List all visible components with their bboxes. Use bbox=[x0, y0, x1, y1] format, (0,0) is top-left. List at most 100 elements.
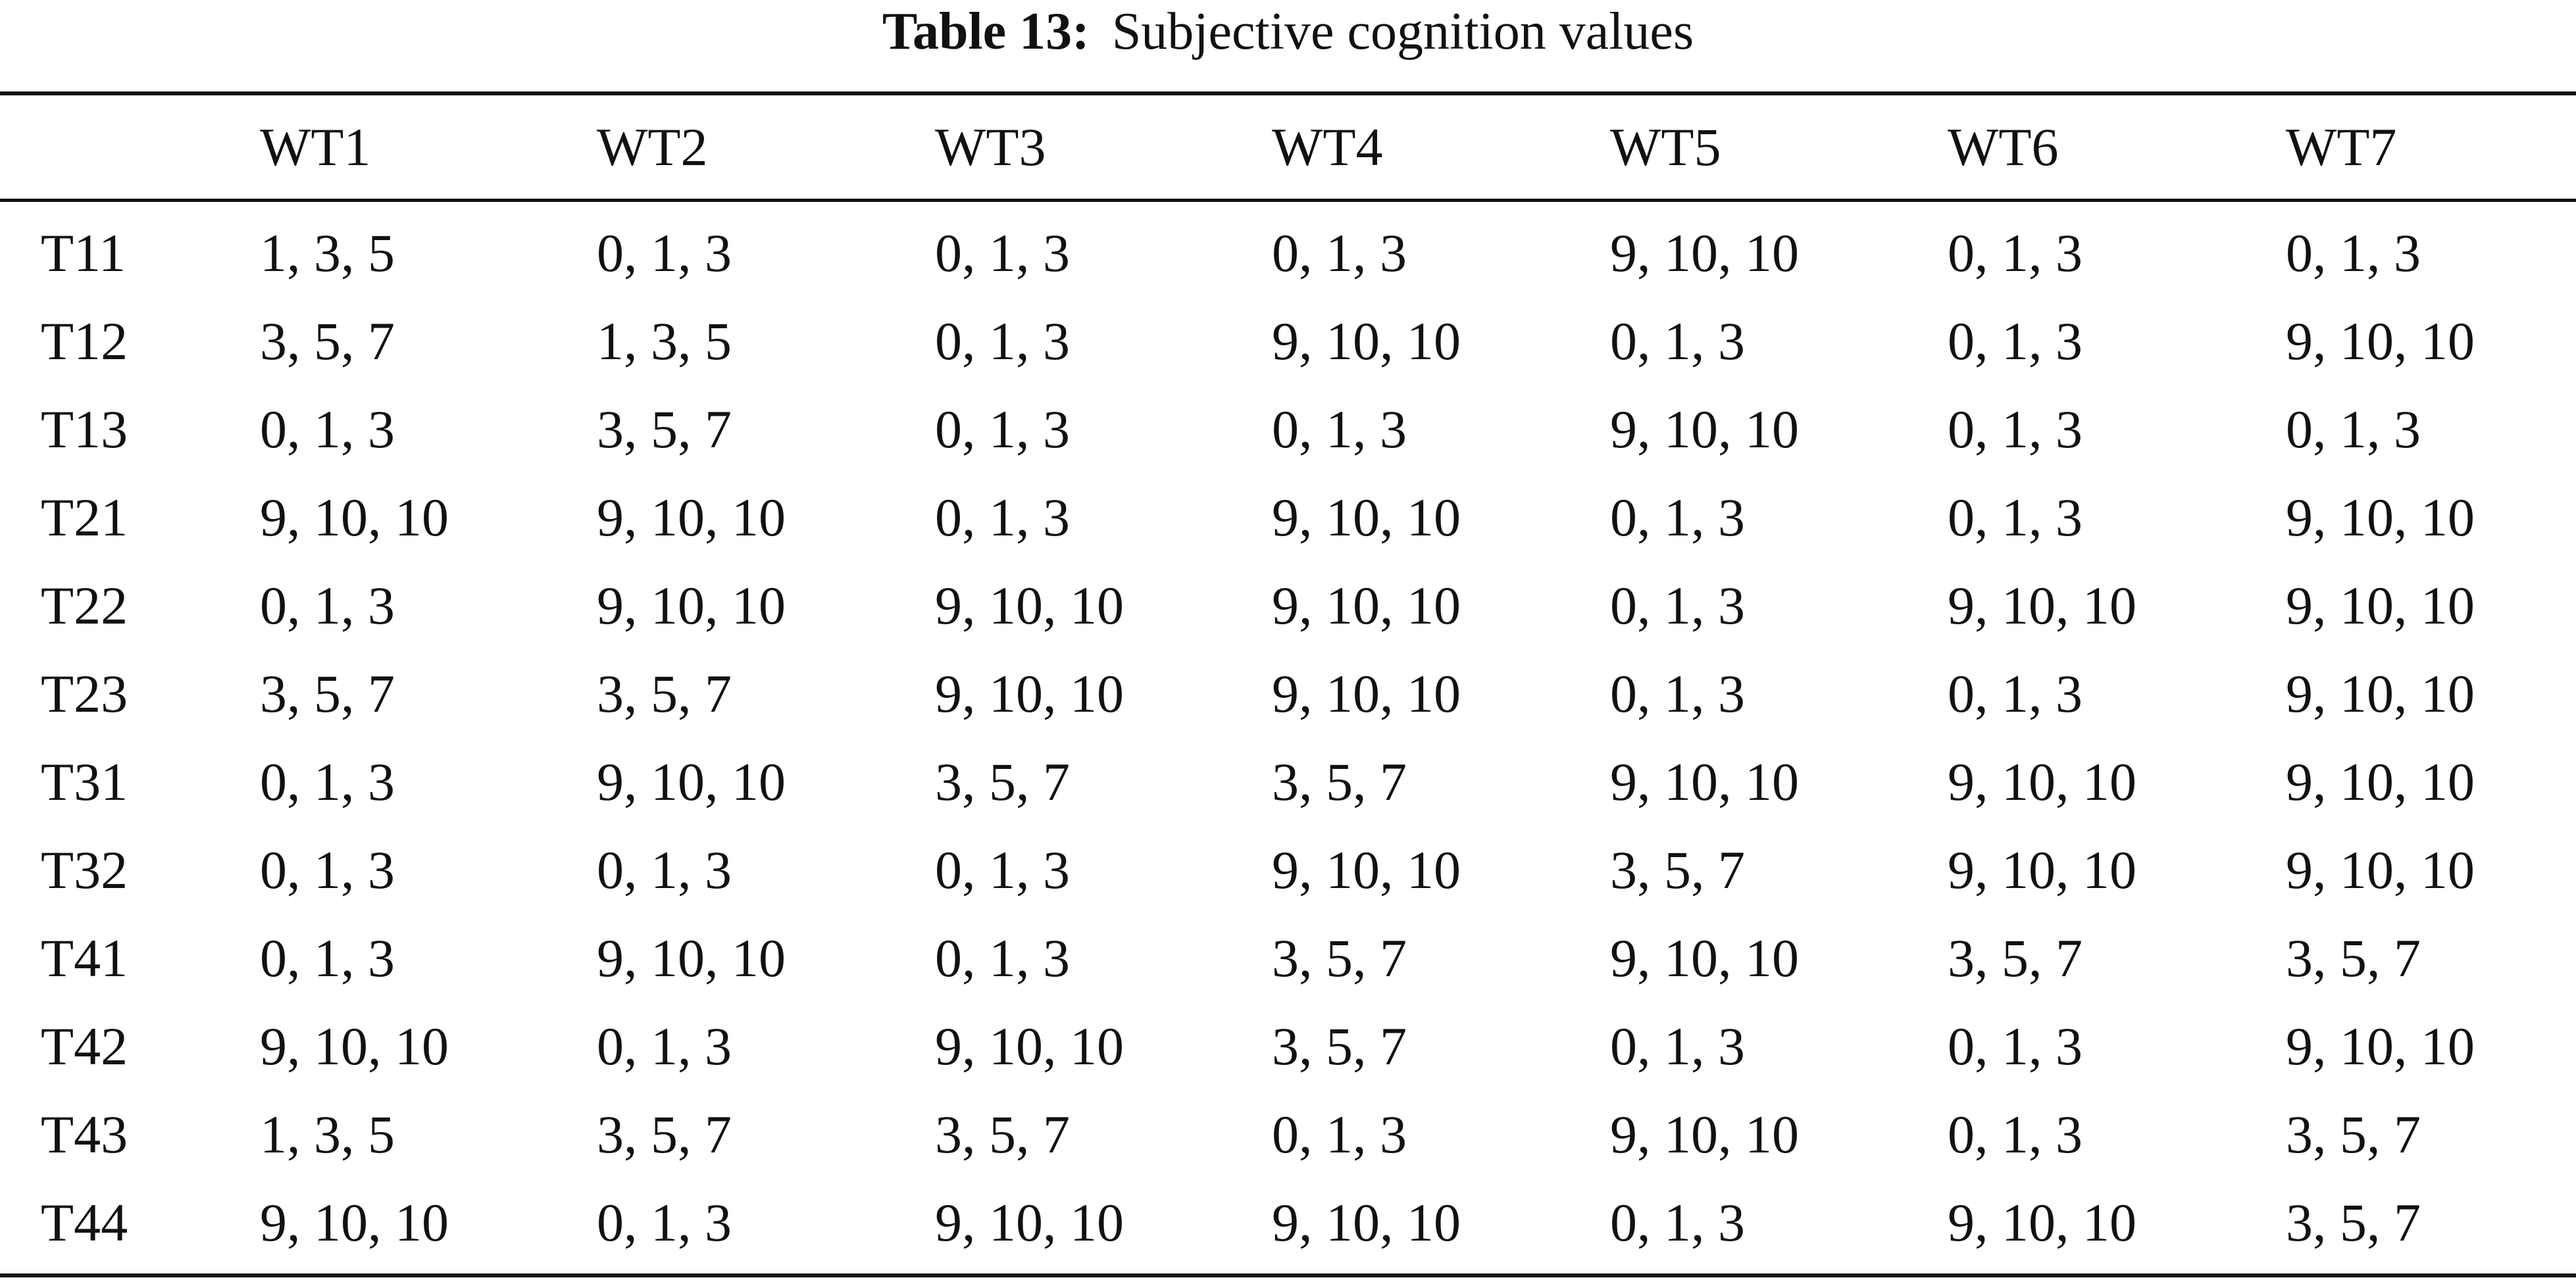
table-row: T32 0, 1, 3 0, 1, 3 0, 1, 3 9, 10, 10 3, 5, 7… bbox=[0, 826, 2576, 914]
value-cell: 3, 5, 7 bbox=[260, 311, 395, 371]
value-cell: 0, 1, 3 bbox=[260, 928, 395, 988]
value-cell: 0, 1, 3 bbox=[1272, 399, 1407, 459]
value-cell: 1, 3, 5 bbox=[260, 223, 395, 283]
value-cell: 9, 10, 10 bbox=[597, 928, 786, 988]
value-cell: 3, 5, 7 bbox=[2286, 928, 2421, 988]
table-row: T42 9, 10, 10 0, 1, 3 9, 10, 10 3, 5, 7 0, 1,… bbox=[0, 1002, 2576, 1091]
value-cell: 3, 5, 7 bbox=[1272, 928, 1407, 988]
value-cell: 0, 1, 3 bbox=[1610, 1016, 1745, 1076]
table-caption: Table 13: Subjective cognition values bbox=[0, 0, 2576, 72]
table-row: T11 1, 3, 5 0, 1, 3 0, 1, 3 0, 1, 3 9, 10, 10… bbox=[0, 209, 2576, 297]
header-cell-corner bbox=[0, 95, 260, 199]
value-cell: 9, 10, 10 bbox=[1272, 1193, 1461, 1252]
value-cell: 0, 1, 3 bbox=[1948, 399, 2083, 459]
value-cell: 3, 5, 7 bbox=[2286, 1193, 2421, 1252]
value-cell: 0, 1, 3 bbox=[935, 928, 1070, 988]
value-cell: 3, 5, 7 bbox=[2286, 1104, 2421, 1164]
value-cell: 9, 10, 10 bbox=[935, 664, 1124, 724]
value-cell: 3, 5, 7 bbox=[597, 664, 732, 724]
table-row: T43 1, 3, 5 3, 5, 7 3, 5, 7 0, 1, 3 9, 10, 10… bbox=[0, 1091, 2576, 1179]
value-cell: 0, 1, 3 bbox=[597, 1193, 732, 1252]
value-cell: 0, 1, 3 bbox=[1610, 311, 1745, 371]
value-cell: 3, 5, 7 bbox=[260, 664, 395, 724]
value-cell: 1, 3, 5 bbox=[597, 311, 732, 371]
value-cell: 0, 1, 3 bbox=[2286, 223, 2421, 283]
value-cell: 0, 1, 3 bbox=[260, 399, 395, 459]
value-cell: 0, 1, 3 bbox=[597, 223, 732, 283]
value-cell: 0, 1, 3 bbox=[1272, 1104, 1407, 1164]
value-cell: 9, 10, 10 bbox=[1272, 664, 1461, 724]
value-cell: 9, 10, 10 bbox=[1948, 1193, 2136, 1252]
table-row: T41 0, 1, 3 9, 10, 10 0, 1, 3 3, 5, 7 9, 10, … bbox=[0, 914, 2576, 1002]
value-cell: 0, 1, 3 bbox=[1948, 223, 2083, 283]
table-row: T31 0, 1, 3 9, 10, 10 3, 5, 7 3, 5, 7 9, 10, … bbox=[0, 738, 2576, 826]
table-top-rule bbox=[0, 91, 2576, 95]
row-label-cell: T22 bbox=[41, 576, 128, 635]
value-cell: 9, 10, 10 bbox=[597, 487, 786, 547]
row-label-cell: T11 bbox=[41, 223, 126, 283]
table-caption-label: Table 13: bbox=[882, 3, 1090, 61]
table-header-rule bbox=[0, 199, 2576, 202]
value-cell: 9, 10, 10 bbox=[1610, 399, 1799, 459]
value-cell: 9, 10, 10 bbox=[260, 1016, 449, 1076]
row-label-cell: T44 bbox=[41, 1193, 128, 1252]
table-row: T23 3, 5, 7 3, 5, 7 9, 10, 10 9, 10, 10 0, 1,… bbox=[0, 650, 2576, 738]
value-cell: 9, 10, 10 bbox=[1948, 576, 2136, 635]
value-cell: 9, 10, 10 bbox=[2286, 752, 2475, 812]
value-cell: 0, 1, 3 bbox=[597, 840, 732, 900]
value-cell: 9, 10, 10 bbox=[1948, 840, 2136, 900]
value-cell: 9, 10, 10 bbox=[1610, 928, 1799, 988]
header-cell-wt3: WT3 bbox=[935, 116, 1046, 177]
value-cell: 9, 10, 10 bbox=[597, 752, 786, 812]
value-cell: 0, 1, 3 bbox=[1272, 223, 1407, 283]
value-cell: 9, 10, 10 bbox=[260, 1193, 449, 1252]
value-cell: 9, 10, 10 bbox=[260, 487, 449, 547]
value-cell: 9, 10, 10 bbox=[2286, 1016, 2475, 1076]
table-body: T11 1, 3, 5 0, 1, 3 0, 1, 3 0, 1, 3 9, 10, 10… bbox=[0, 209, 2576, 1267]
row-label-cell: T13 bbox=[41, 399, 128, 459]
row-label-cell: T31 bbox=[41, 752, 128, 812]
value-cell: 0, 1, 3 bbox=[935, 311, 1070, 371]
value-cell: 0, 1, 3 bbox=[1948, 1104, 2083, 1164]
value-cell: 9, 10, 10 bbox=[935, 576, 1124, 635]
value-cell: 9, 10, 10 bbox=[935, 1016, 1124, 1076]
table-row: T44 9, 10, 10 0, 1, 3 9, 10, 10 9, 10, 10 0, … bbox=[0, 1179, 2576, 1267]
header-cell-wt2: WT2 bbox=[597, 116, 708, 177]
value-cell: 9, 10, 10 bbox=[2286, 311, 2475, 371]
value-cell: 9, 10, 10 bbox=[1272, 311, 1461, 371]
header-cell-wt7: WT7 bbox=[2286, 116, 2397, 177]
value-cell: 3, 5, 7 bbox=[935, 752, 1070, 812]
value-cell: 0, 1, 3 bbox=[1948, 664, 2083, 724]
value-cell: 3, 5, 7 bbox=[1272, 752, 1407, 812]
header-cell-wt1: WT1 bbox=[260, 116, 371, 177]
value-cell: 3, 5, 7 bbox=[597, 399, 732, 459]
value-cell: 0, 1, 3 bbox=[1610, 1193, 1745, 1252]
table-row: T12 3, 5, 7 1, 3, 5 0, 1, 3 9, 10, 10 0, 1, 3… bbox=[0, 297, 2576, 385]
value-cell: 9, 10, 10 bbox=[2286, 840, 2475, 900]
table-row: T21 9, 10, 10 9, 10, 10 0, 1, 3 9, 10, 10 0, … bbox=[0, 474, 2576, 562]
value-cell: 0, 1, 3 bbox=[1948, 487, 2083, 547]
value-cell: 0, 1, 3 bbox=[1610, 576, 1745, 635]
value-cell: 0, 1, 3 bbox=[1610, 487, 1745, 547]
value-cell: 0, 1, 3 bbox=[1948, 1016, 2083, 1076]
value-cell: 3, 5, 7 bbox=[1948, 928, 2083, 988]
value-cell: 9, 10, 10 bbox=[1610, 223, 1799, 283]
value-cell: 9, 10, 10 bbox=[1610, 1104, 1799, 1164]
value-cell: 0, 1, 3 bbox=[260, 752, 395, 812]
header-row: WT1 WT2 WT3 WT4 WT5 WT6 WT7 bbox=[0, 95, 2576, 199]
value-cell: 9, 10, 10 bbox=[2286, 576, 2475, 635]
table-row: T22 0, 1, 3 9, 10, 10 9, 10, 10 9, 10, 10 0, … bbox=[0, 562, 2576, 650]
value-cell: 9, 10, 10 bbox=[1610, 752, 1799, 812]
row-label-cell: T23 bbox=[41, 664, 128, 724]
value-cell: 0, 1, 3 bbox=[597, 1016, 732, 1076]
value-cell: 3, 5, 7 bbox=[1610, 840, 1745, 900]
value-cell: 0, 1, 3 bbox=[935, 223, 1070, 283]
value-cell: 3, 5, 7 bbox=[597, 1104, 732, 1164]
value-cell: 9, 10, 10 bbox=[1272, 487, 1461, 547]
table-body-rows: T11 1, 3, 5 0, 1, 3 0, 1, 3 0, 1, 3 9, 10, 10… bbox=[0, 209, 2576, 1267]
value-cell: 0, 1, 3 bbox=[935, 487, 1070, 547]
header-cell-wt5: WT5 bbox=[1610, 116, 1721, 177]
row-label-cell: T12 bbox=[41, 311, 128, 371]
value-cell: 0, 1, 3 bbox=[260, 576, 395, 635]
table-caption-text: Subjective cognition values bbox=[1111, 3, 1694, 61]
